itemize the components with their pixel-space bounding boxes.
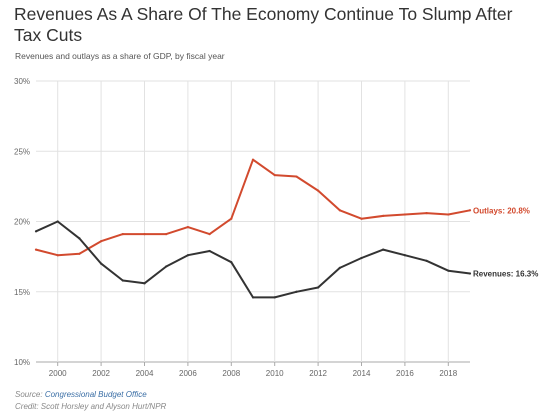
- revenues-point: [425, 259, 428, 262]
- revenues-point: [382, 248, 385, 251]
- chart-subtitle: Revenues and outlays as a share of GDP, …: [15, 51, 225, 61]
- outlays-point: [230, 217, 233, 220]
- outlays-point: [100, 240, 103, 243]
- series-lines: [34, 158, 472, 299]
- revenues-point: [360, 256, 363, 260]
- revenues-point: [447, 269, 450, 272]
- outlays-point: [121, 233, 124, 236]
- source-link[interactable]: Congressional Budget Office: [44, 390, 147, 399]
- revenues-point: [208, 249, 211, 253]
- revenues-point: [468, 272, 472, 275]
- chart-title: Revenues As A Share Of The Economy Conti…: [14, 4, 513, 45]
- outlays-point: [143, 233, 146, 236]
- outlays-point: [317, 189, 320, 192]
- source-note: Source: Congressional Budget Office: [15, 390, 147, 399]
- x-tick-label: 2012: [309, 369, 327, 378]
- x-tick-label: 2014: [353, 369, 371, 378]
- revenues-point: [34, 230, 38, 233]
- revenues-point: [100, 262, 103, 265]
- outlays-point: [78, 252, 81, 255]
- outlays-point: [403, 213, 406, 216]
- outlays-point: [468, 209, 472, 212]
- outlays-point: [273, 174, 276, 177]
- y-tick-label: 25%: [14, 147, 30, 156]
- revenues-point: [186, 254, 189, 257]
- outlays-point: [360, 217, 363, 220]
- revenues-point: [143, 282, 146, 285]
- x-tick-label: 2016: [396, 369, 414, 378]
- revenues-point: [403, 254, 406, 257]
- revenues-point: [273, 296, 276, 299]
- outlays-point: [56, 254, 59, 257]
- outlays-point: [186, 226, 189, 229]
- line-chart: 10% 15% 20% 25% 30% 2000 2002 2004 2006 2008 2010 2…: [14, 77, 538, 378]
- x-tick-label: 2008: [222, 369, 240, 378]
- outlays-point: [165, 233, 168, 236]
- revenues-point: [317, 286, 320, 289]
- x-tick-label: 2004: [136, 369, 154, 378]
- revenues-end-label: Revenues: 16.3%: [473, 269, 538, 278]
- outlays-point: [251, 158, 255, 161]
- revenues-point: [295, 290, 298, 293]
- y-tick-label: 30%: [14, 77, 30, 86]
- outlays-end-label: Outlays: 20.8%: [473, 206, 530, 215]
- y-tick-label: 20%: [14, 218, 30, 227]
- source-label: Source:: [15, 390, 43, 399]
- outlays-point: [447, 213, 450, 216]
- x-tick-label: 2006: [179, 369, 197, 378]
- y-tick-label: 10%: [14, 358, 30, 367]
- revenues-point: [56, 220, 59, 223]
- series-labels: Outlays: 20.8% Revenues: 16.3%: [473, 206, 538, 278]
- revenues-point: [121, 279, 124, 282]
- outlays-point: [295, 175, 298, 178]
- outlays-point: [338, 209, 341, 212]
- revenues-point: [165, 265, 168, 268]
- revenues-point: [338, 266, 341, 269]
- revenues-point: [230, 261, 233, 264]
- x-tick-label: 2000: [49, 369, 67, 378]
- credit-note: Credit: Scott Horsley and Alyson Hurt/NP…: [15, 402, 167, 411]
- revenues-point: [251, 296, 255, 299]
- outlays-point: [208, 233, 211, 236]
- x-tick-label: 2018: [439, 369, 457, 378]
- x-tick-label: 2002: [92, 369, 110, 378]
- grid: [36, 80, 470, 363]
- outlays-point: [382, 214, 385, 217]
- y-tick-label: 15%: [14, 288, 30, 297]
- axes: 10% 15% 20% 25% 30% 2000 2002 2004 2006 2008 2010 2…: [14, 77, 458, 378]
- outlays-point: [425, 211, 428, 215]
- revenues-point: [78, 237, 81, 240]
- outlays-point: [34, 248, 38, 251]
- x-tick-label: 2010: [266, 369, 284, 378]
